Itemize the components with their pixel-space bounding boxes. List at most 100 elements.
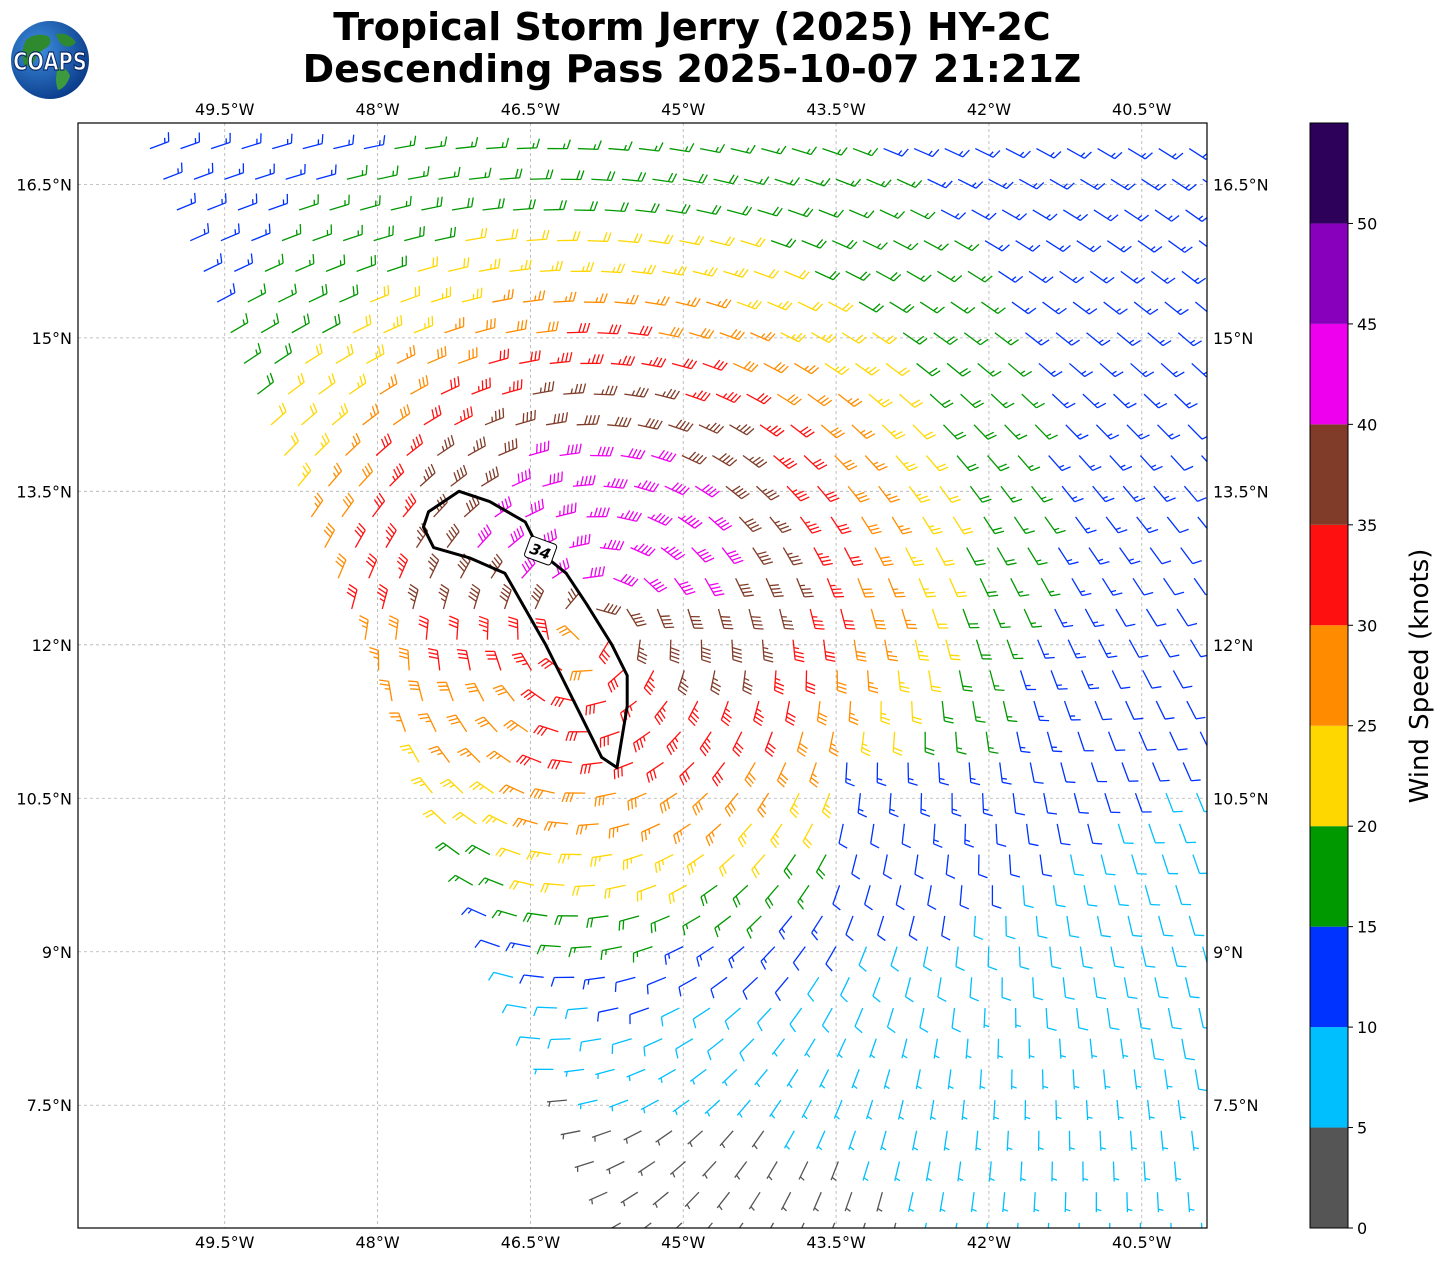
wind-barb <box>751 854 766 879</box>
wind-barb <box>880 701 891 725</box>
wind-barb <box>679 235 705 246</box>
wind-barb <box>1150 1038 1164 1061</box>
wind-barb <box>915 1069 922 1090</box>
wind-barb <box>461 287 483 303</box>
wind-barb <box>675 1038 694 1059</box>
wind-barb <box>1018 946 1030 970</box>
wind-barb <box>498 438 518 457</box>
wind-barb <box>986 1222 989 1228</box>
wind-barb <box>207 193 227 211</box>
wind-barb <box>1060 762 1076 784</box>
wind-barb <box>394 135 417 150</box>
wind-barb <box>822 147 848 156</box>
wind-barb <box>671 358 698 370</box>
wind-barb <box>436 435 455 457</box>
wind-barb <box>618 233 643 244</box>
wind-barb <box>997 1038 1004 1059</box>
plot-frame <box>77 122 1208 1229</box>
wind-barb <box>1071 577 1092 597</box>
wind-barb <box>632 731 651 753</box>
wind-barb <box>594 792 616 807</box>
wind-barb <box>925 455 949 472</box>
wind-barb <box>724 1007 741 1031</box>
wind-barb <box>904 977 914 1003</box>
wind-barb <box>180 132 201 150</box>
wind-barb <box>812 1191 822 1212</box>
wind-barb <box>451 197 474 211</box>
wind-barb <box>994 332 1019 346</box>
wind-barb <box>797 301 824 312</box>
wind-barb <box>882 854 892 880</box>
wind-barb <box>711 762 726 787</box>
wind-barb <box>1070 854 1084 877</box>
wind-barb <box>673 577 696 596</box>
wind-barb <box>714 915 732 938</box>
wind-barb <box>509 259 532 273</box>
lon-tick-label-top: 46.5°W <box>501 100 561 119</box>
wind-barb <box>407 583 419 610</box>
wind-barb <box>546 1099 567 1107</box>
wind-barb <box>886 1007 896 1034</box>
wind-barb <box>646 976 667 995</box>
wind-barb <box>655 1130 673 1146</box>
wind-barb <box>988 178 1014 190</box>
wind-barb <box>467 436 486 457</box>
wind-barb <box>984 240 1010 252</box>
wind-barb <box>444 316 465 334</box>
wind-barb <box>586 507 610 518</box>
wind-barb <box>897 1099 905 1120</box>
wind-barb <box>641 356 667 368</box>
wind-barb <box>648 234 674 245</box>
wind-barb <box>914 639 930 661</box>
wind-barb <box>1083 885 1098 907</box>
wind-barb <box>719 329 745 341</box>
wind-barb <box>508 616 519 640</box>
lat-tick-label-right: 9°N <box>1213 943 1243 962</box>
wind-barb <box>1156 1192 1164 1213</box>
wind-barb <box>647 512 673 526</box>
wind-barb <box>1052 885 1066 908</box>
wind-barb <box>858 301 884 313</box>
wind-barb <box>379 374 398 395</box>
wind-barb <box>1056 823 1071 846</box>
wind-barb <box>685 390 711 402</box>
wind-barb <box>789 1007 803 1033</box>
wind-barb <box>734 1161 748 1180</box>
wind-barb <box>807 976 820 1002</box>
wind-barb <box>501 379 523 395</box>
wind-barb <box>881 424 906 440</box>
wind-barb <box>726 205 753 216</box>
wind-barb <box>516 138 541 150</box>
wind-barb <box>809 762 819 788</box>
wind-barb <box>440 376 460 395</box>
wind-barb <box>452 811 477 825</box>
wind-barb <box>753 700 765 727</box>
wind-barb <box>234 253 254 272</box>
wind-barb <box>950 301 976 314</box>
wind-barb <box>1129 1130 1138 1151</box>
wind-barb <box>756 1007 772 1032</box>
wind-barb <box>348 373 367 395</box>
wind-barb <box>1041 1069 1049 1090</box>
wind-barb <box>1095 1192 1102 1213</box>
wind-barb <box>816 700 828 726</box>
wind-barb <box>710 976 728 999</box>
wind-barb <box>546 412 569 426</box>
contour-34kt-line <box>421 489 629 770</box>
wind-barb <box>505 942 531 952</box>
wind-barb <box>780 332 806 343</box>
wind-barb <box>274 343 293 364</box>
wind-barb <box>897 670 910 693</box>
wind-barb <box>983 1007 990 1029</box>
wind-barb <box>643 1038 663 1057</box>
wind-barb <box>1198 1007 1207 1029</box>
wind-barb <box>622 853 643 871</box>
wind-barb <box>390 195 412 211</box>
wind-barb <box>508 880 535 891</box>
wind-barb <box>536 321 559 334</box>
wind-barb <box>521 554 536 579</box>
wind-barb <box>1143 1161 1151 1182</box>
wind-barb <box>627 325 653 336</box>
wind-barb <box>864 455 888 471</box>
wind-barb <box>526 850 552 861</box>
